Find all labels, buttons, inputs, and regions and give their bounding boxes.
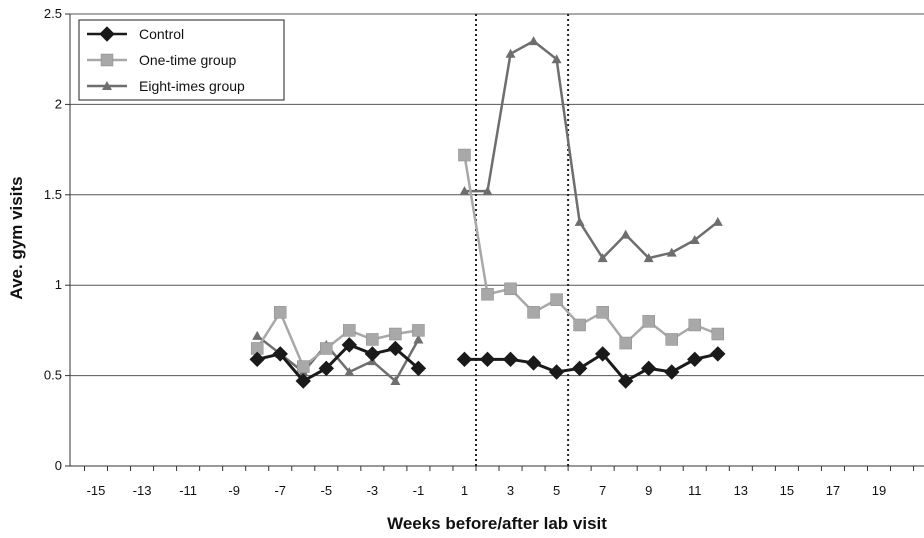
data-point: [528, 36, 539, 46]
x-tick-label: 15: [780, 483, 794, 498]
x-tick-label: -3: [367, 483, 379, 498]
data-point: [643, 253, 654, 263]
data-point: [482, 186, 493, 196]
legend: Control One-time group Eight-imes group: [78, 19, 285, 101]
data-point: [410, 360, 427, 377]
legend-label: Eight-imes group: [139, 78, 245, 94]
data-point: [364, 346, 381, 362]
axes: [65, 13, 924, 471]
data-point: [525, 355, 542, 371]
data-point: [249, 351, 265, 368]
data-point: [666, 247, 677, 257]
data-point: [502, 351, 519, 368]
x-tick-label: -13: [133, 483, 152, 498]
series-triangle: [252, 36, 723, 386]
data-point: [505, 48, 516, 58]
y-tick-label: 0.5: [44, 368, 62, 383]
y-tick-label: 2.5: [44, 6, 62, 21]
data-point: [574, 216, 585, 226]
data-point: [665, 333, 678, 346]
data-point: [640, 360, 657, 377]
series-square: [250, 148, 725, 373]
data-point: [620, 229, 631, 239]
data-point: [343, 324, 356, 337]
legend-label: Control: [139, 26, 184, 42]
tick-labels: 00.511.522.5-15 -13 -11 -9 -7 -5 -3 -1 1 3 5 7 9 11 13…: [44, 6, 886, 498]
data-point: [642, 315, 655, 328]
data-point: [711, 327, 725, 341]
x-tick-label: -15: [87, 483, 106, 498]
data-point: [548, 364, 565, 380]
data-point: [550, 293, 563, 306]
x-tick-label: 19: [872, 483, 886, 498]
data-point: [295, 373, 311, 389]
data-point: [710, 346, 726, 362]
x-axis-title: Weeks before/after lab visit: [387, 514, 607, 533]
x-tick-label: 9: [645, 483, 652, 498]
legend-marker: [100, 53, 114, 67]
data-point: [551, 54, 562, 64]
data-point: [459, 186, 470, 196]
data-point: [413, 334, 424, 344]
x-tick-label: 7: [599, 483, 606, 498]
data-point: [344, 366, 355, 376]
data-point: [389, 327, 402, 341]
data-point: [252, 330, 263, 340]
data-point: [320, 342, 333, 355]
x-tick-label: -7: [274, 483, 286, 498]
data-point: [596, 306, 609, 319]
data-point: [712, 216, 723, 226]
data-point: [456, 351, 473, 368]
x-tick-label: -9: [228, 483, 240, 498]
data-point: [297, 360, 310, 373]
x-tick-label: 11: [688, 483, 702, 498]
data-point: [412, 324, 425, 337]
legend-marker: [102, 81, 112, 90]
data-point: [458, 148, 471, 162]
data-point: [387, 340, 404, 357]
y-tick-label: 1: [55, 277, 62, 292]
data-point: [527, 306, 540, 319]
legend-label: One-time group: [139, 52, 236, 68]
y-tick-label: 2: [55, 96, 62, 111]
data-point: [481, 287, 494, 301]
data-point: [273, 306, 287, 319]
gridlines: [70, 13, 924, 377]
data-point: [479, 351, 496, 368]
data-point: [688, 318, 702, 332]
data-point: [597, 253, 608, 263]
data-point: [366, 333, 379, 346]
reference-lines: [474, 14, 570, 466]
y-tick-label: 0: [55, 458, 62, 473]
x-tick-label: 5: [553, 483, 560, 498]
data-point: [573, 318, 586, 332]
data-point: [341, 337, 358, 353]
y-axis-title: Ave. gym visits: [7, 176, 26, 299]
x-tick-label: 3: [507, 483, 514, 498]
data-point: [318, 360, 335, 377]
series-line: [464, 39, 719, 261]
data-point: [594, 346, 611, 362]
x-tick-label: -5: [321, 483, 333, 498]
data-point: [272, 346, 288, 362]
data-point: [689, 235, 700, 244]
x-tick-label: 13: [734, 483, 748, 498]
data-point: [619, 336, 632, 350]
data-point: [571, 360, 588, 377]
x-tick-label: 1: [461, 483, 468, 498]
x-tick-label: -1: [413, 483, 425, 498]
x-tick-label: 17: [826, 483, 840, 498]
data-point: [504, 282, 517, 296]
data-point: [617, 373, 634, 389]
y-tick-label: 1.5: [44, 187, 62, 202]
data-point: [664, 364, 680, 380]
series-diamond: [249, 337, 726, 389]
data-point: [687, 351, 703, 368]
data-series: [249, 36, 726, 389]
legend-marker: [99, 26, 115, 42]
series-line: [464, 351, 719, 383]
data-point: [390, 376, 401, 386]
x-tick-label: -11: [179, 483, 197, 498]
